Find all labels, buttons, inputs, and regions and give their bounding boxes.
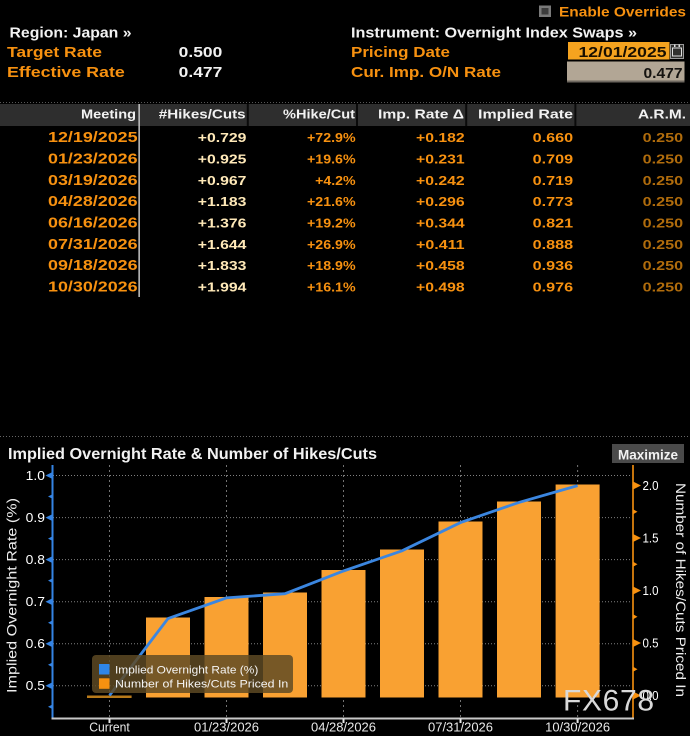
svg-text:0.250: 0.250 [643, 237, 684, 252]
svg-text:+26.9%: +26.9% [307, 237, 356, 252]
svg-text:Meeting: Meeting [81, 107, 136, 122]
svg-text:Number of Hikes/Cuts Priced In: Number of Hikes/Cuts Priced In [115, 679, 288, 691]
svg-text:01/23/2026: 01/23/2026 [194, 721, 259, 735]
svg-text:+4.2%: +4.2% [315, 173, 356, 188]
svg-text:Implied Overnight Rate & Numbe: Implied Overnight Rate & Number of Hikes… [8, 446, 377, 463]
svg-text:06/16/2026: 06/16/2026 [48, 216, 138, 232]
svg-text:+0.182: +0.182 [416, 130, 465, 145]
svg-text:0.936: 0.936 [533, 258, 574, 273]
svg-text:Imp. Rate Δ: Imp. Rate Δ [378, 107, 464, 122]
svg-text:1.0: 1.0 [26, 469, 45, 483]
svg-text:+0.498: +0.498 [416, 279, 465, 294]
svg-text:%Hike/Cut: %Hike/Cut [283, 107, 356, 122]
svg-text:+21.6%: +21.6% [307, 194, 356, 209]
svg-text:1.0: 1.0 [643, 584, 659, 598]
svg-text:12/19/2025: 12/19/2025 [48, 130, 138, 146]
svg-text:+0.296: +0.296 [416, 194, 465, 209]
svg-text:+16.1%: +16.1% [307, 279, 356, 294]
svg-text:07/31/2026: 07/31/2026 [48, 237, 138, 253]
svg-text:Number of Hikes/Cuts Priced In: Number of Hikes/Cuts Priced In [673, 483, 688, 697]
svg-text:Maximize: Maximize [618, 446, 678, 462]
svg-text:+1.644: +1.644 [198, 237, 248, 252]
svg-text:0.250: 0.250 [643, 152, 684, 167]
svg-text:+0.458: +0.458 [416, 258, 465, 273]
svg-text:Cur. Imp. O/N Rate: Cur. Imp. O/N Rate [351, 64, 501, 81]
svg-text:+1.994: +1.994 [198, 279, 248, 294]
svg-text:0.250: 0.250 [643, 216, 684, 231]
svg-text:0.477: 0.477 [644, 65, 683, 82]
svg-text:09/18/2026: 09/18/2026 [48, 258, 138, 274]
svg-text:Implied Rate: Implied Rate [478, 107, 573, 122]
svg-text:12/01/2025: 12/01/2025 [579, 44, 667, 61]
svg-text:10/30/2026: 10/30/2026 [545, 721, 610, 735]
svg-text:+1.183: +1.183 [198, 194, 247, 209]
svg-text:+0.729: +0.729 [198, 130, 247, 145]
svg-text:0.660: 0.660 [533, 130, 574, 145]
svg-text:07/31/2026: 07/31/2026 [428, 721, 493, 735]
svg-text:Region: Japan »: Region: Japan » [10, 25, 132, 42]
svg-text:0.976: 0.976 [533, 279, 574, 294]
svg-text:0.250: 0.250 [643, 279, 684, 294]
svg-text:+0.967: +0.967 [198, 173, 247, 188]
svg-text:0.7: 0.7 [26, 595, 45, 609]
svg-text:0.250: 0.250 [643, 194, 684, 209]
svg-text:Enable Overrides: Enable Overrides [559, 4, 686, 20]
svg-text:0.888: 0.888 [533, 237, 574, 252]
svg-text:04/28/2026: 04/28/2026 [311, 721, 376, 735]
svg-text:0.500: 0.500 [179, 44, 223, 61]
svg-text:+0.411: +0.411 [416, 237, 465, 252]
svg-text:Implied Overnight Rate (%): Implied Overnight Rate (%) [115, 664, 258, 676]
svg-text:04/28/2026: 04/28/2026 [48, 194, 138, 210]
svg-text:10/30/2026: 10/30/2026 [48, 279, 138, 295]
svg-text:0.5: 0.5 [26, 679, 45, 693]
svg-text:Target Rate: Target Rate [7, 44, 102, 61]
svg-text:+1.833: +1.833 [198, 258, 247, 273]
svg-text:+18.9%: +18.9% [307, 258, 356, 273]
svg-text:03/19/2026: 03/19/2026 [48, 173, 138, 189]
svg-text:0.250: 0.250 [643, 130, 684, 145]
svg-text:Current: Current [89, 721, 130, 735]
svg-text:0.821: 0.821 [533, 216, 574, 231]
svg-text:0.9: 0.9 [26, 511, 45, 525]
svg-text:+0.231: +0.231 [416, 152, 465, 167]
svg-text:0.8: 0.8 [26, 553, 45, 567]
svg-text:A.R.M.: A.R.M. [638, 107, 686, 122]
svg-text:Pricing Date: Pricing Date [351, 44, 450, 61]
svg-text:0.773: 0.773 [533, 194, 574, 209]
svg-text:0.719: 0.719 [533, 173, 574, 188]
svg-text:Instrument: Overnight Index Sw: Instrument: Overnight Index Swaps » [351, 25, 637, 42]
svg-text:#Hikes/Cuts: #Hikes/Cuts [159, 107, 246, 122]
svg-text:+19.6%: +19.6% [307, 152, 356, 167]
svg-text:Implied Overnight Rate (%): Implied Overnight Rate (%) [5, 498, 20, 693]
svg-text:1.5: 1.5 [643, 531, 659, 545]
svg-text:0.5: 0.5 [643, 636, 659, 650]
svg-text:0.250: 0.250 [643, 258, 684, 273]
svg-text:+1.376: +1.376 [198, 216, 247, 231]
svg-text:+0.242: +0.242 [416, 173, 465, 188]
svg-text:0.477: 0.477 [179, 64, 223, 81]
svg-text:01/23/2026: 01/23/2026 [48, 152, 138, 168]
svg-text:0.6: 0.6 [26, 637, 45, 651]
svg-text:FX678: FX678 [563, 685, 657, 718]
svg-text:+0.344: +0.344 [416, 216, 466, 231]
svg-text:+72.9%: +72.9% [307, 130, 356, 145]
svg-text:0.250: 0.250 [643, 173, 684, 188]
svg-text:2.0: 2.0 [643, 479, 659, 493]
svg-text:+19.2%: +19.2% [307, 216, 356, 231]
svg-text:+0.925: +0.925 [198, 152, 247, 167]
svg-text:0.0: 0.0 [643, 689, 659, 703]
svg-text:0.709: 0.709 [533, 152, 574, 167]
svg-text:Effective Rate: Effective Rate [7, 64, 125, 81]
